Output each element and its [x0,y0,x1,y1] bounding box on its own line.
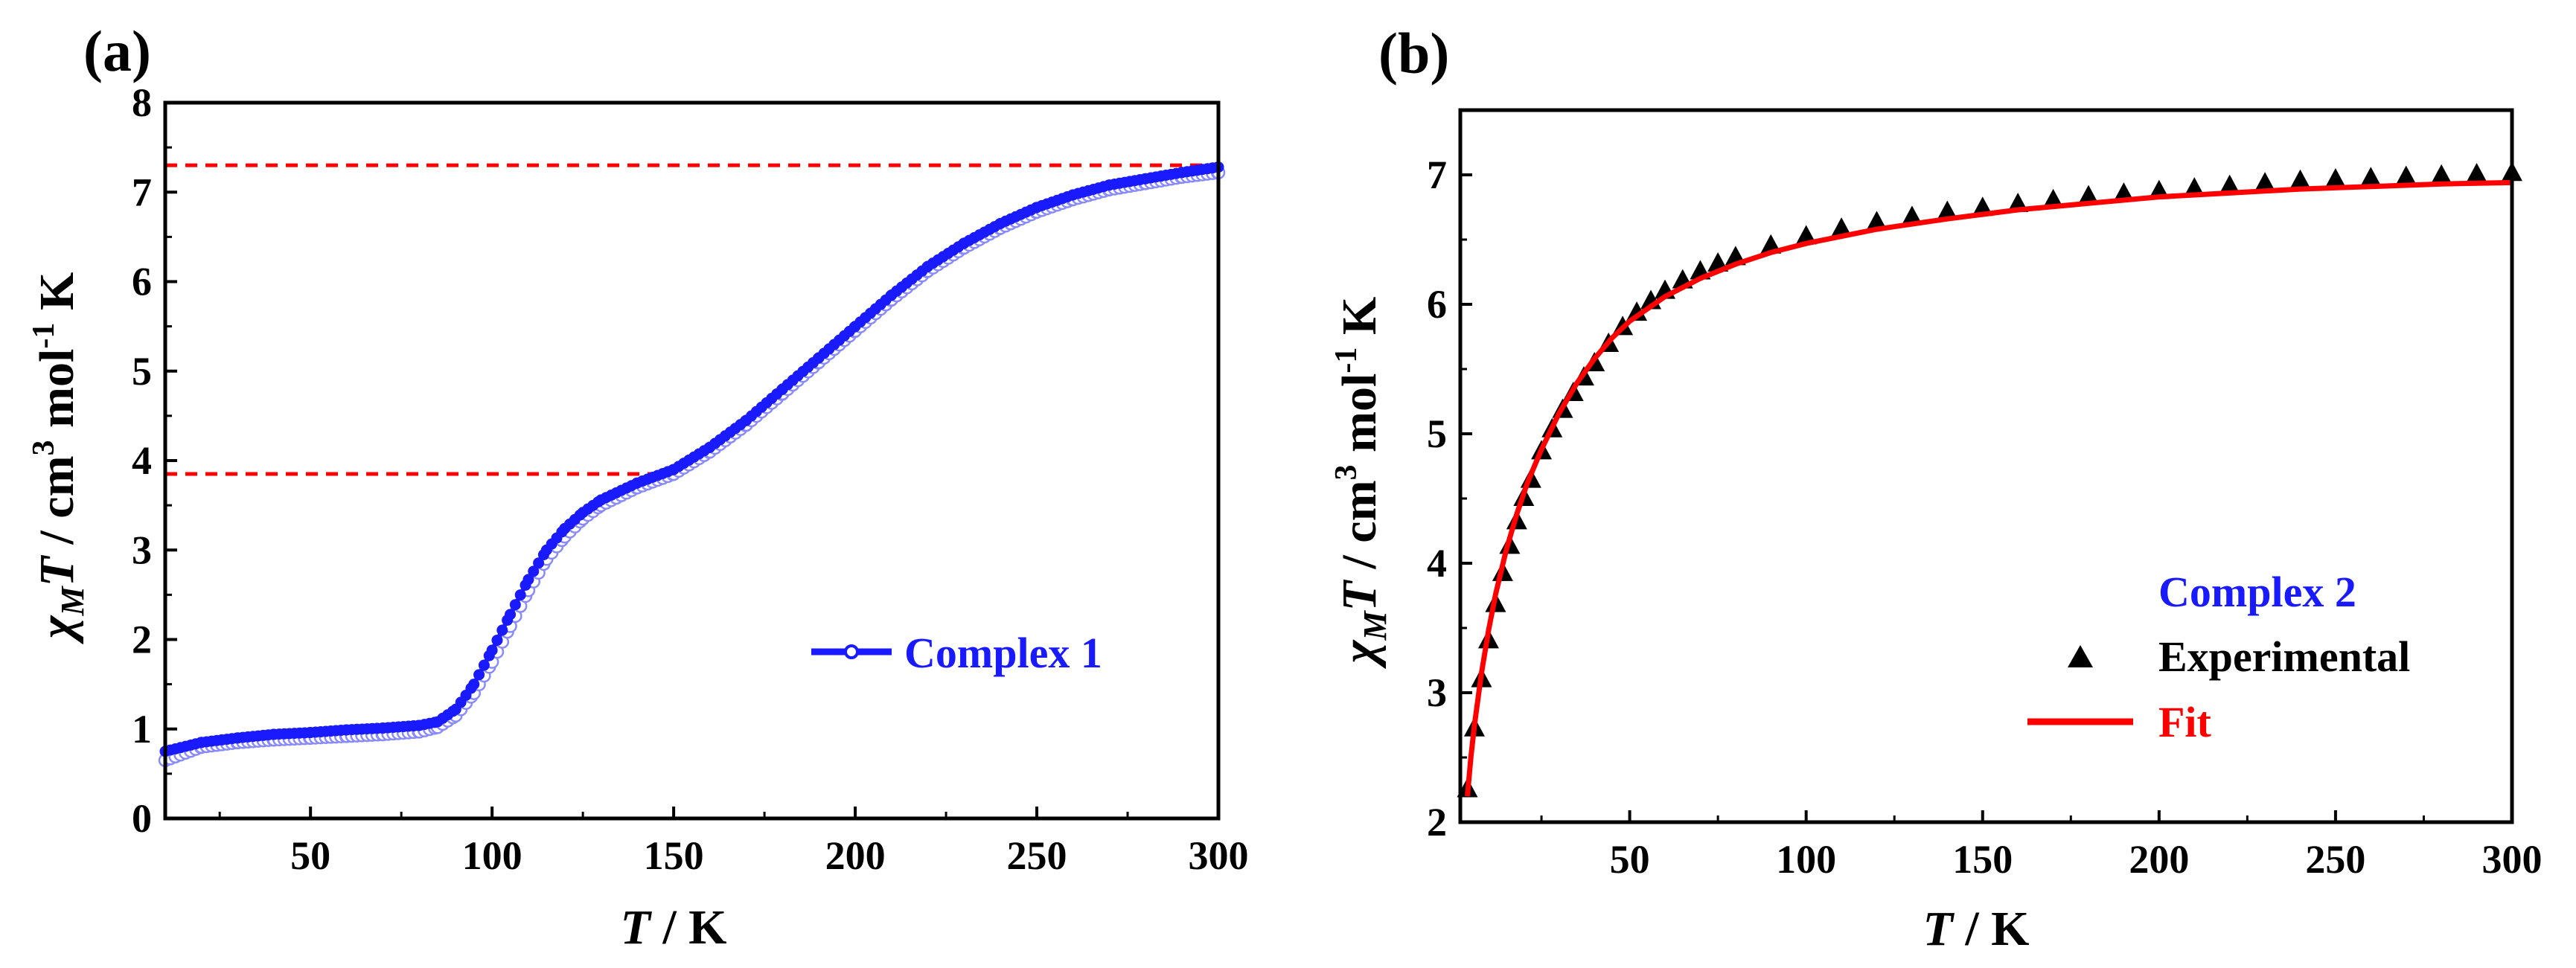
panel-a-ytick-label: 3 [132,528,152,572]
panel-b-xtick-label: 300 [2482,837,2543,882]
experimental-point [1901,205,1923,225]
panel-b-xtick-label: 250 [2305,837,2365,882]
panel-a-ylabel-sup: 3 [27,440,61,455]
panel-b-ylabel: χMT / cm3 mol-1 K [1329,297,1393,669]
panel-a: (a) T / K χMT / cm3 mol-1 K 50 100 150 200 2… [27,19,1249,955]
panel-b-xlabel-symbol: T [1923,902,1955,956]
panel-b-xtick-label: 50 [1610,837,1650,882]
experimental-point [2324,167,2346,187]
panel-a-xtick-label: 100 [462,833,522,878]
panel-b-plot-frame [1458,108,2514,824]
legend-experimental-marker [2068,645,2093,667]
experimental-point [2466,163,2487,182]
fit-line [1465,179,2513,797]
experimental-point [2254,172,2276,192]
panel-a-ytick-label: 7 [132,170,152,214]
panel-a-ylabel-unit: / cm [30,455,84,557]
experimental-point [2289,169,2311,189]
panel-b-xlabel-unit: / K [1953,902,2030,956]
experimental-point [1795,225,1817,245]
legend-complex-2-title: Complex 2 [2158,568,2356,616]
complex-1-line [164,164,1219,754]
panel-a-xlabel-symbol: T [620,900,652,955]
panel-b-ylabel-unit3: K [1332,297,1387,347]
panel-a-ytick-label: 5 [132,349,152,394]
panel-a-xtick-label: 250 [1007,833,1067,878]
panel-a-axes: 50 100 150 200 250 300 0 1 2 3 4 5 6 7 8 [132,80,1249,878]
panel-b-ytick-label: 7 [1427,153,1447,197]
panel-a-ylabel-unit2: mol [30,349,84,440]
panel-b-xtick-label: 200 [2129,837,2189,882]
panel-b-ytick-label: 2 [1427,800,1447,844]
panel-b-axes: 50 100 150 200 250 300 2 3 4 5 6 7 [1427,108,2543,882]
experimental-point [1626,301,1648,321]
experimental-point [1937,200,1958,220]
experimental-point [1866,211,1888,231]
experimental-point [2395,165,2417,185]
panel-b-ylabel-sub: M [1357,610,1393,641]
experimental-point [1831,217,1853,237]
panel-b-ytick-label: 6 [1427,282,1447,327]
panel-a-xtick-label: 50 [290,833,330,878]
panel-b-ylabel-unit2: mol [1332,374,1387,465]
experimental-point [2184,177,2205,197]
panel-a-xtick-label: 300 [1189,833,1249,878]
legend-experimental-label: Experimental [2158,632,2410,681]
panel-a-series [158,161,1226,768]
panel-a-ytick-label: 4 [132,438,152,483]
panel-b-xlabel: T / K [1923,902,2029,956]
panel-b-ylabel-chi: χ [1332,639,1387,669]
panel-b-ylabel-sup: 3 [1329,464,1364,480]
panel-a-legend: Complex 1 [811,629,1102,677]
panel-a-xtick-label: 150 [644,833,704,878]
panel-a-ylabel: χMT / cm3 mol-1 K [27,272,91,644]
panel-b-ytick-label: 5 [1427,411,1447,456]
panel-b-ytick-label: 4 [1427,541,1447,586]
legend-fit-label: Fit [2158,698,2212,746]
panel-b-ytick-label: 3 [1427,670,1447,715]
experimental-point [2219,174,2240,194]
panel-a-reference-lines [165,163,1218,476]
panel-a-ytick-label: 0 [132,796,152,841]
panel-b: (b) T / K χMT / cm3 mol-1 K 50 100 150 200 2… [1329,21,2543,956]
experimental-point [2078,185,2100,205]
panel-a-ytick-label: 6 [132,260,152,304]
panel-a-ylabel-chi: χ [30,615,84,644]
panel-a-ytick-label: 1 [132,707,152,751]
panel-a-ylabel-sup2: -1 [27,323,61,349]
panel-a-ylabel-unit3: K [30,272,84,323]
panel-b-series [1457,161,2522,798]
experimental-point [2431,164,2452,184]
panel-b-ylabel-T: T [1332,579,1387,611]
panel-a-ylabel-T: T [30,554,84,586]
panel-a-label: (a) [83,19,151,83]
experimental-point [2042,188,2064,208]
experimental-point [2113,182,2135,202]
panel-a-ytick-label: 8 [132,80,152,125]
panel-a-xlabel-unit: / K [651,900,727,955]
panel-a-ylabel-sub: M [54,586,91,617]
legend-complex-1-marker [844,644,859,659]
panel-b-xtick-label: 150 [1952,837,2013,882]
panel-b-ylabel-unit: / cm [1332,480,1387,581]
panel-b-ylabel-sup2: -1 [1329,347,1364,374]
experimental-point [2360,167,2382,187]
panel-a-ytick-label: 2 [132,618,152,662]
panel-b-legend: Complex 2 Experimental Fit [2027,568,2410,746]
panel-a-xlabel: T / K [620,900,726,955]
panel-a-xtick-label: 200 [825,833,886,878]
panel-b-label: (b) [1378,21,1449,86]
panel-b-xtick-label: 100 [1776,837,1836,882]
legend-complex-1-label: Complex 1 [904,629,1102,677]
